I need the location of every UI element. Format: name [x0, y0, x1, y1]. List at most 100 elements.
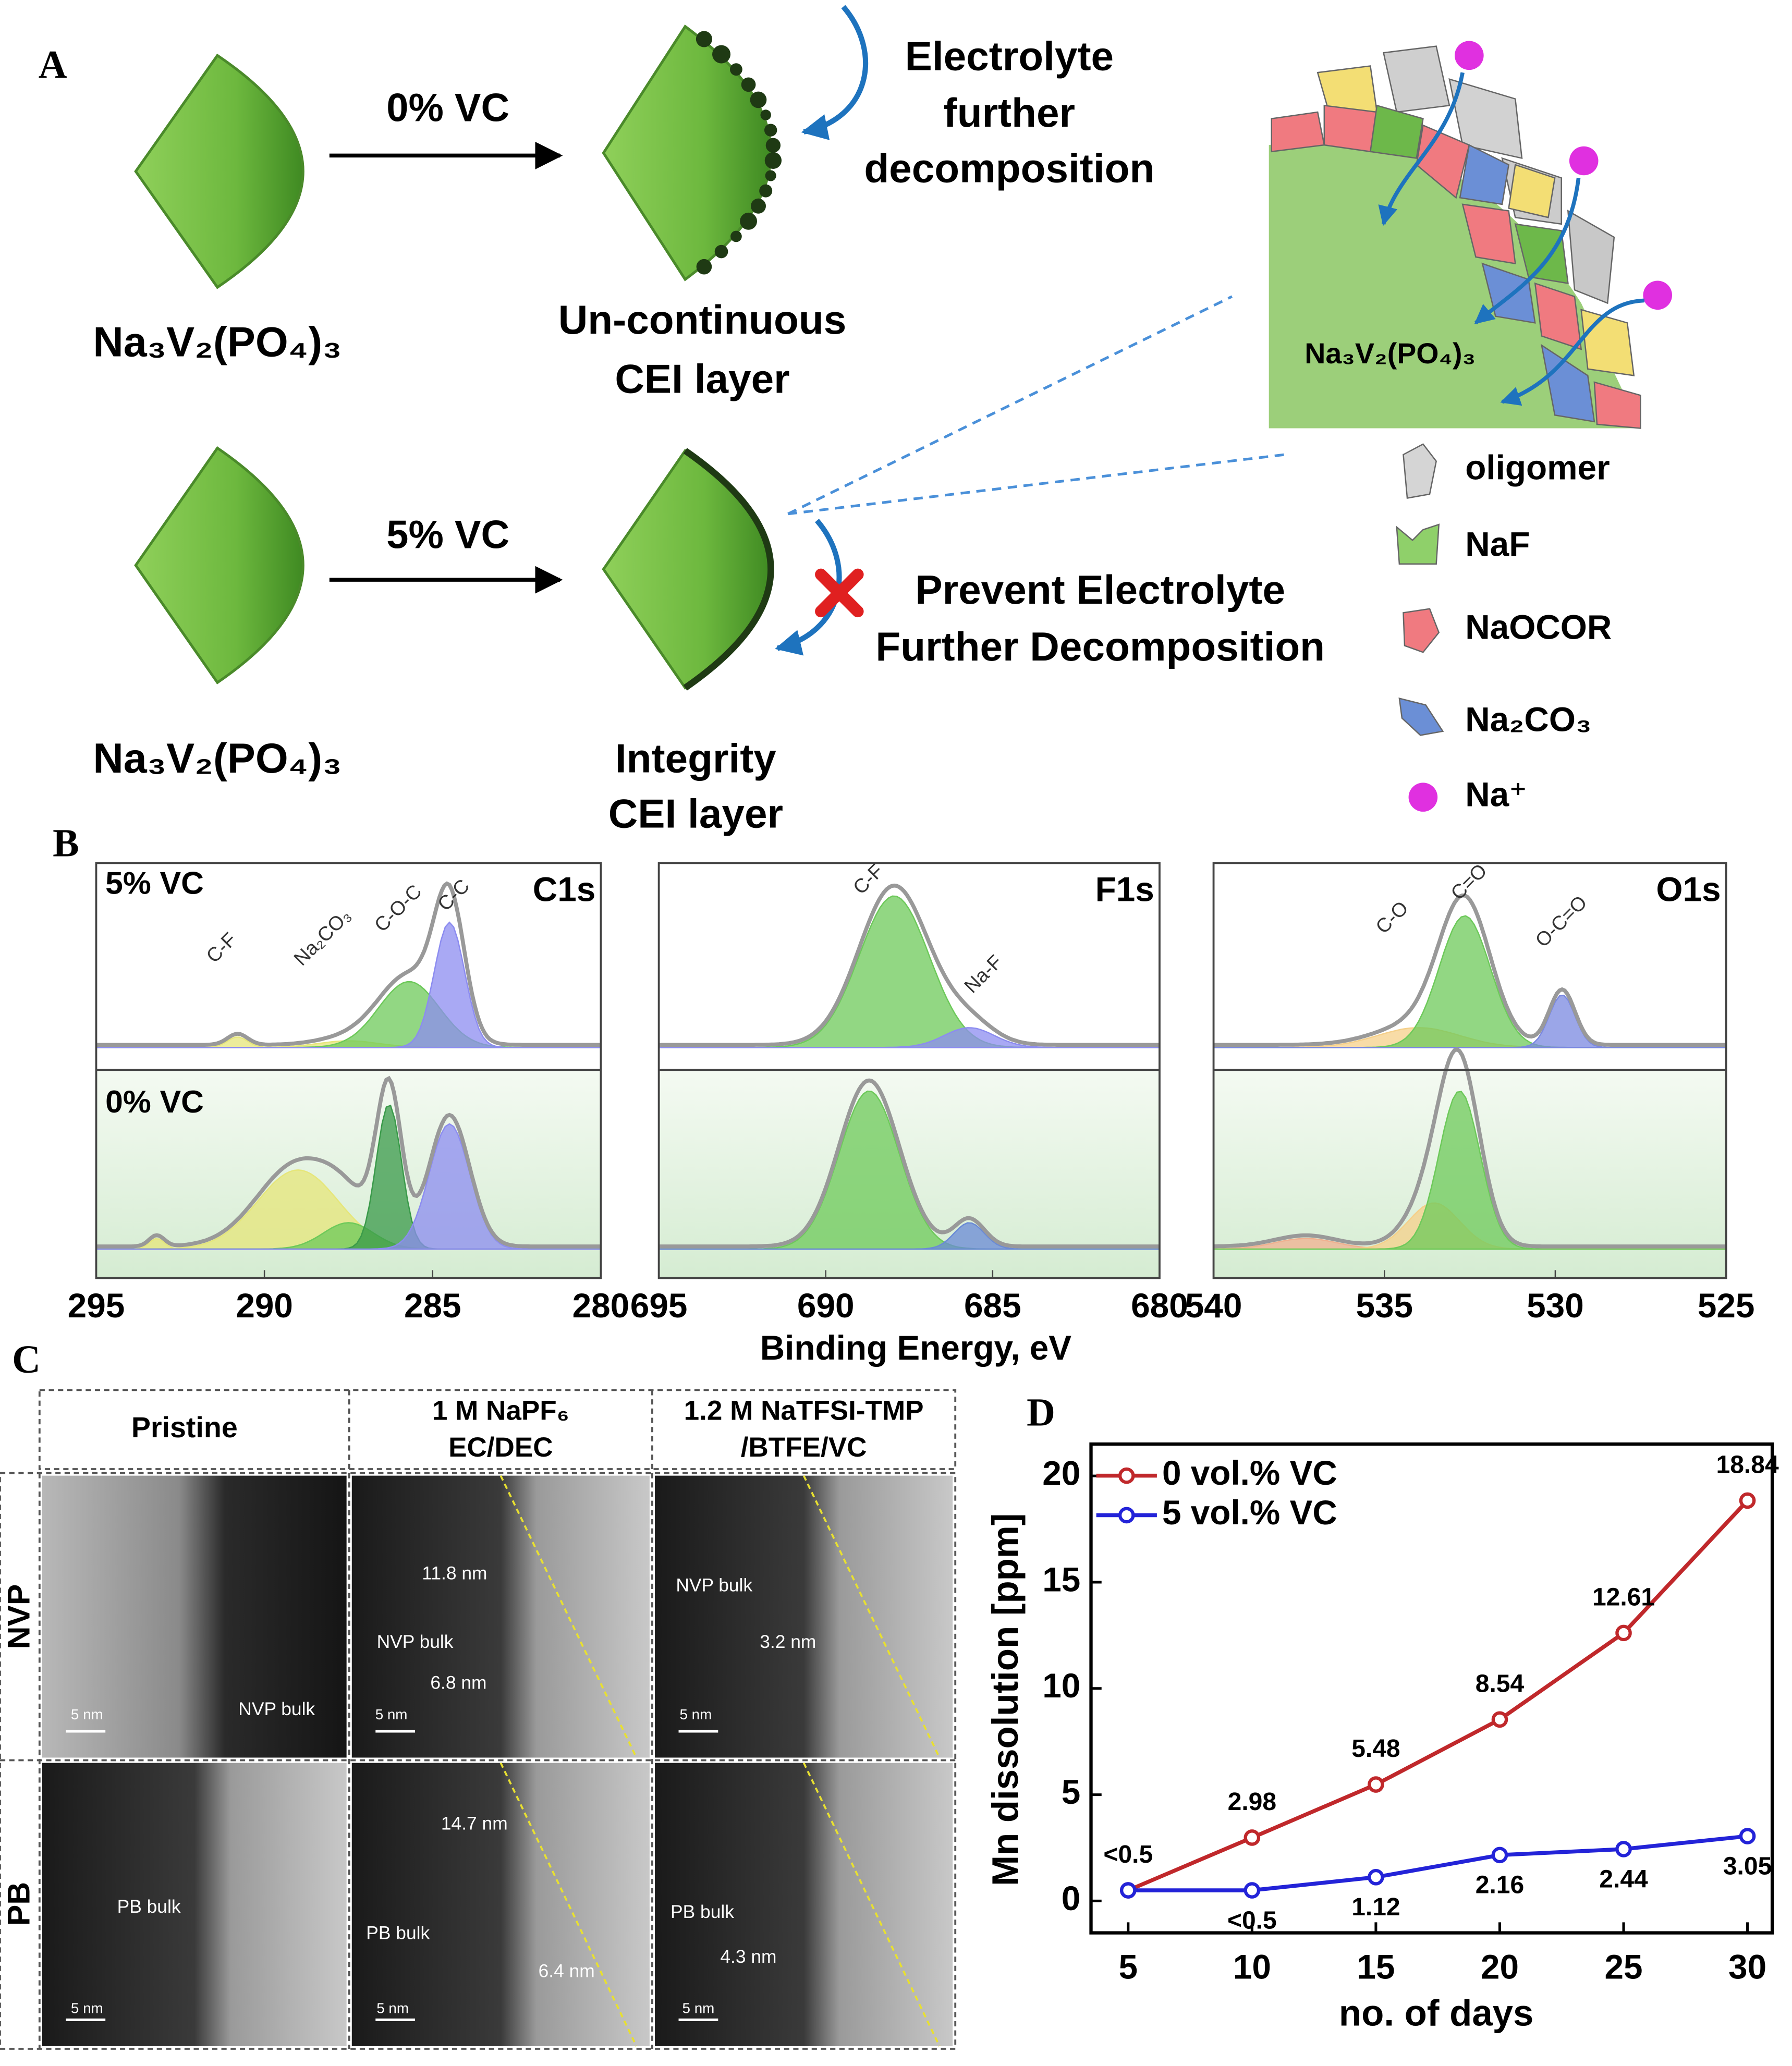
label: Further Decomposition	[875, 624, 1325, 669]
cei-fragment	[750, 91, 767, 108]
spectrum	[96, 881, 601, 1047]
x-tick-label: 680	[1131, 1287, 1188, 1325]
cei-fragment	[730, 63, 742, 76]
image-label: 3.2 nm	[760, 1632, 816, 1652]
data-point	[1491, 1711, 1508, 1728]
x-tick-label: 690	[797, 1287, 855, 1325]
panel-a-layout	[329, 5, 1673, 812]
label: Integrity	[615, 736, 776, 781]
value-label: 5.48	[1351, 1735, 1400, 1763]
fit-peak	[659, 895, 1160, 1048]
peak-label: O-C=O	[1531, 891, 1591, 951]
spectrum	[1213, 893, 1726, 1047]
label: CEI layer	[608, 791, 783, 837]
x-tick-label: 530	[1527, 1287, 1584, 1325]
image-label: 5 nm	[376, 2000, 409, 2016]
x-tick-label: 685	[964, 1287, 1021, 1325]
y-axis-title: Mn dissolution [ppm]	[984, 1513, 1026, 1886]
image-label: 5 nm	[71, 1706, 103, 1722]
image-label: 4.3 nm	[720, 1947, 776, 1967]
series-line	[1128, 1834, 1748, 1892]
fit-peak	[96, 1123, 601, 1250]
label: Prevent Electrolyte	[915, 567, 1285, 613]
image-label: PB bulk	[117, 1897, 181, 1917]
tem-image	[351, 1763, 650, 2046]
x-tick-label: 540	[1185, 1287, 1242, 1325]
legend-label: NaOCOR	[1465, 608, 1612, 646]
cei-layer	[683, 448, 774, 691]
y-tick-label: 0	[1062, 1879, 1081, 1917]
x-tick-label: 30	[1728, 1948, 1766, 1986]
inset	[1269, 41, 1673, 429]
image-label: 5 nm	[375, 1706, 408, 1722]
data-point	[1615, 1841, 1632, 1857]
chart-title: O1s	[1656, 870, 1721, 908]
value-label: 2.98	[1228, 1788, 1276, 1816]
cei-fragment	[714, 245, 728, 259]
column-header: 1.2 M NaTFSI-TMP	[684, 1395, 924, 1426]
label: CEI layer	[615, 356, 789, 402]
x-tick-label: 525	[1698, 1287, 1755, 1325]
y-tick-label: 15	[1042, 1560, 1080, 1598]
spectrum	[96, 1075, 601, 1249]
x-tick-label: 25	[1604, 1948, 1642, 1986]
image-label: 5 nm	[679, 1706, 712, 1722]
data-point	[1491, 1847, 1508, 1864]
x-tick-label: 695	[630, 1287, 688, 1325]
label: Un-continuous	[558, 297, 847, 343]
x-axis-title: Binding Energy, eV	[760, 1329, 1072, 1367]
cei-fragment	[730, 230, 742, 242]
data-point	[1368, 1868, 1384, 1886]
row-header: NVP	[1, 1584, 36, 1649]
cei-fragment	[696, 259, 712, 275]
peak-label: C-F	[202, 928, 241, 967]
boundary	[499, 1475, 638, 1758]
image-label: NVP bulk	[238, 1699, 315, 1719]
fit-peak	[659, 1027, 1160, 1048]
series-line	[1127, 1499, 1749, 1892]
data-point	[1119, 1882, 1137, 1899]
image-label: 14.7 nm	[441, 1814, 508, 1834]
cei-fragment	[696, 31, 712, 47]
x-tick-label: 285	[404, 1287, 461, 1325]
x-tick-label: 280	[572, 1287, 630, 1325]
chart-title: F1s	[1095, 870, 1154, 908]
column-header: EC/DEC	[448, 1432, 553, 1463]
zoom-line	[787, 453, 1285, 516]
tem-image	[42, 1475, 347, 1758]
fit-peak	[1213, 915, 1726, 1048]
panel-label: A	[39, 43, 67, 87]
image-label: 5 nm	[71, 2000, 103, 2016]
cei-fragment	[765, 138, 781, 153]
cei-fragment	[760, 109, 771, 120]
spectrum	[659, 883, 1160, 1047]
particle	[134, 446, 304, 684]
cei-fragment	[751, 198, 766, 214]
label: further	[944, 90, 1075, 136]
cei-fragment	[741, 77, 756, 92]
value-label: 2.16	[1476, 1872, 1524, 1899]
label: Na₃V₂(PO₄)₃	[93, 319, 342, 366]
panel-label: B	[53, 822, 79, 865]
x-tick-label: 15	[1357, 1948, 1395, 1986]
legend-label: Na₂CO₃	[1465, 700, 1591, 738]
plot-frame	[1089, 1442, 1774, 1935]
legend-label: Na⁺	[1465, 775, 1527, 813]
fit-peak	[96, 981, 601, 1048]
x-axis-title: no. of days	[1339, 1992, 1533, 2033]
fit-peak	[1213, 994, 1726, 1048]
fit-peak	[659, 1222, 1160, 1250]
legend-label: 0 vol.% VC	[1162, 1454, 1337, 1492]
fit-peak	[1213, 1091, 1726, 1250]
image-label: 6.4 nm	[539, 1961, 595, 1982]
image-label: 5 nm	[682, 2000, 715, 2016]
peak-label: Na₂CO₃	[290, 904, 355, 970]
legend-label: 5 vol.% VC	[1162, 1494, 1337, 1532]
peak-label: Na-F	[960, 951, 1007, 997]
particle	[134, 53, 304, 289]
panel-label: D	[1027, 1390, 1055, 1434]
value-label: 1.12	[1351, 1893, 1400, 1921]
label: 5% VC	[386, 512, 509, 557]
tem-image	[655, 1475, 953, 1758]
